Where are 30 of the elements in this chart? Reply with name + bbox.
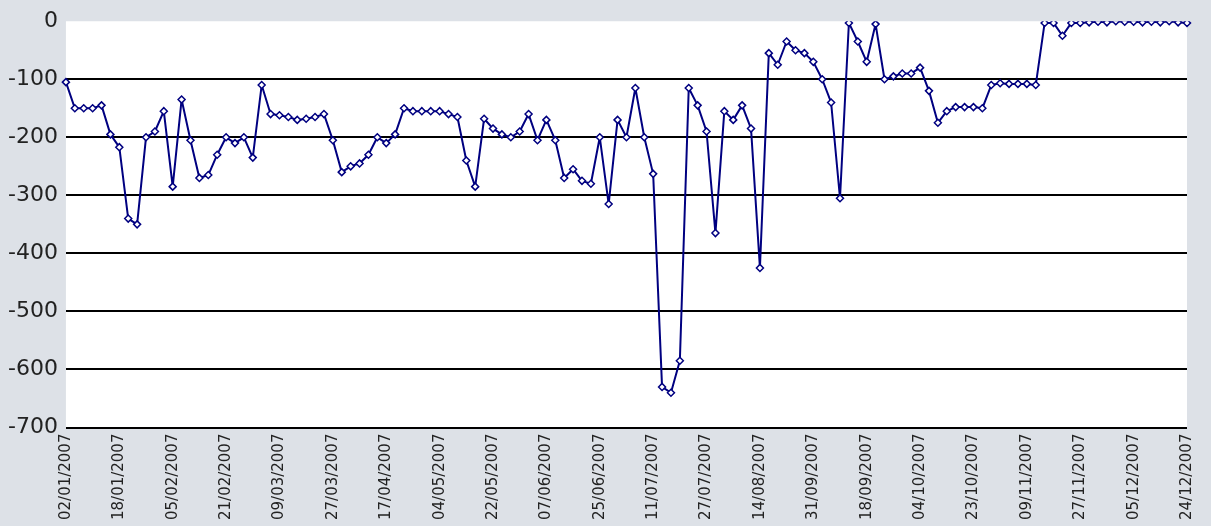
y-tick-label: -600 [7,355,58,381]
x-tick-label: 09/03/2007 [269,433,288,521]
x-tick-label: 04/05/2007 [429,433,448,521]
y-tick-label: -300 [7,181,58,207]
x-tick-label: 09/11/2007 [1016,433,1035,521]
y-tick-label: -400 [7,239,58,265]
x-tick-label: 24/12/2007 [1176,433,1195,521]
x-tick-label: 05/12/2007 [1123,433,1142,521]
x-tick-label: 27/11/2007 [1070,433,1089,521]
x-tick-label: 07/06/2007 [536,433,555,521]
x-tick-label: 22/05/2007 [482,433,501,521]
x-tick-label: 27/07/2007 [696,433,715,521]
x-tick-label: 05/02/2007 [162,433,181,521]
x-tick-label: 27/03/2007 [322,433,341,521]
x-tick-label: 02/01/2007 [55,433,74,521]
x-tick-label: 04/10/2007 [909,433,928,521]
y-tick-label: -200 [7,123,58,149]
x-tick-label: 18/09/2007 [856,433,875,521]
x-tick-label: 14/08/2007 [749,433,768,521]
y-tick-label: 0 [43,6,58,32]
x-tick-label: 25/06/2007 [589,433,608,521]
x-tick-label: 11/07/2007 [643,433,662,521]
y-tick-label: -500 [7,297,58,323]
y-tick-label: -100 [7,64,58,90]
x-tick-label: 31/09/2007 [803,433,822,521]
x-tick-label: 17/04/2007 [376,433,395,521]
x-tick-label: 18/01/2007 [109,433,128,521]
x-tick-label: 23/10/2007 [963,433,982,521]
y-tick-label: -700 [7,413,58,439]
x-tick-label: 21/02/2007 [215,433,234,521]
